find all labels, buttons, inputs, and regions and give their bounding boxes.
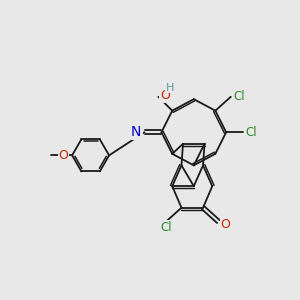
- Text: Cl: Cl: [233, 90, 245, 103]
- Text: Cl: Cl: [245, 126, 257, 139]
- Text: O: O: [58, 149, 68, 162]
- Text: H: H: [166, 82, 174, 93]
- Text: N: N: [131, 125, 141, 139]
- Text: O: O: [221, 218, 231, 231]
- Text: O: O: [160, 89, 170, 102]
- Text: Cl: Cl: [160, 221, 172, 234]
